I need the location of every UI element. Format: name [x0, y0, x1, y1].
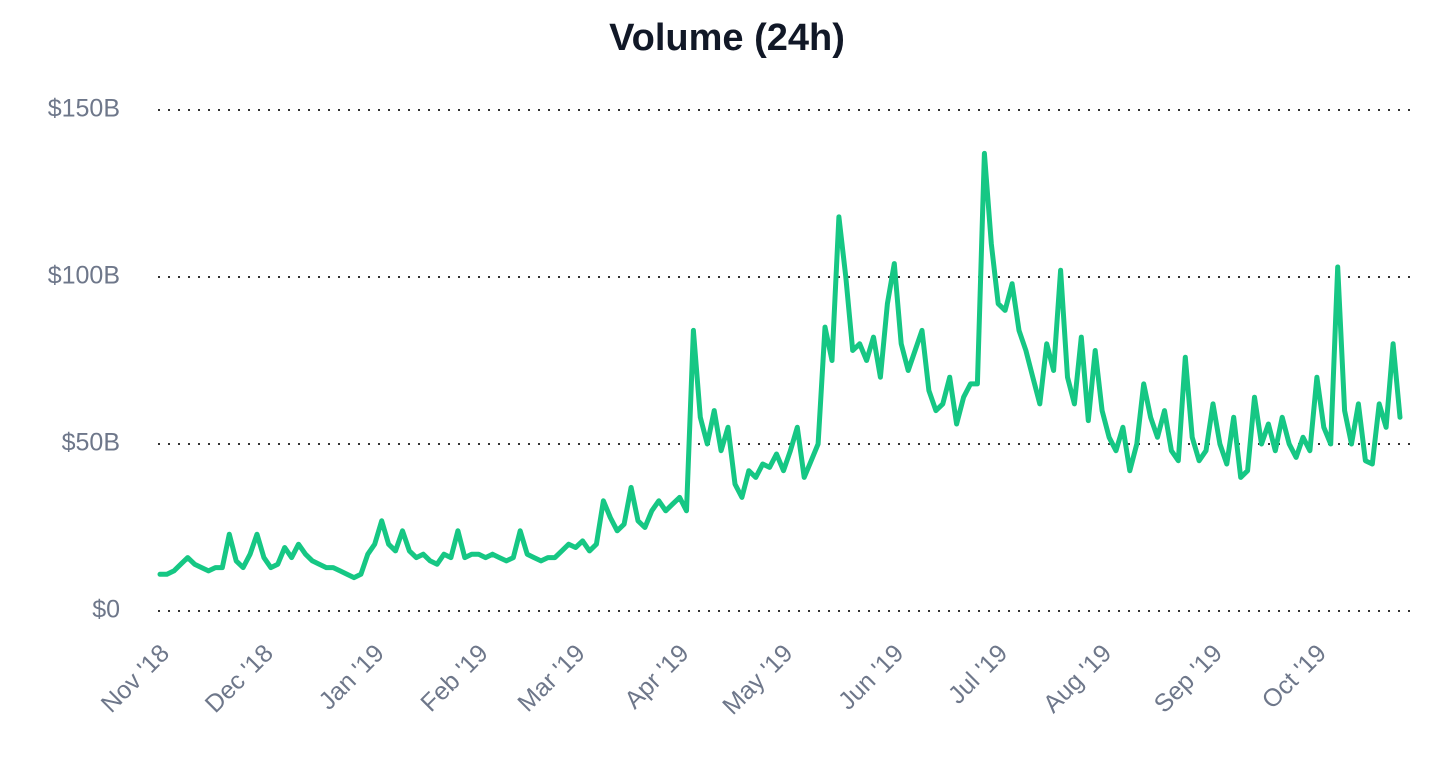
x-tick-label: Jul '19 — [943, 639, 1013, 709]
x-tick-label: Aug '19 — [1038, 639, 1117, 718]
x-tick-label: Jan '19 — [313, 639, 389, 715]
y-tick-label: $150B — [48, 95, 120, 123]
x-tick-label: Mar '19 — [512, 639, 590, 717]
y-tick-label: $100B — [48, 262, 120, 290]
x-tick-label: Feb '19 — [415, 639, 493, 717]
x-tick-label: Jun '19 — [833, 639, 909, 715]
x-tick-label: Apr '19 — [619, 639, 694, 714]
x-tick-label: Dec '18 — [200, 639, 279, 718]
y-tick-label: $0 — [92, 596, 120, 624]
x-tick-label: Sep '19 — [1149, 639, 1228, 718]
x-tick-label: Nov '18 — [96, 639, 175, 718]
y-tick-label: $50B — [62, 429, 120, 457]
x-tick-label: May '19 — [717, 639, 798, 720]
x-tick-label: Oct '19 — [1257, 639, 1332, 714]
line-series — [157, 150, 1403, 581]
chart-title: Volume (24h) — [609, 17, 845, 59]
